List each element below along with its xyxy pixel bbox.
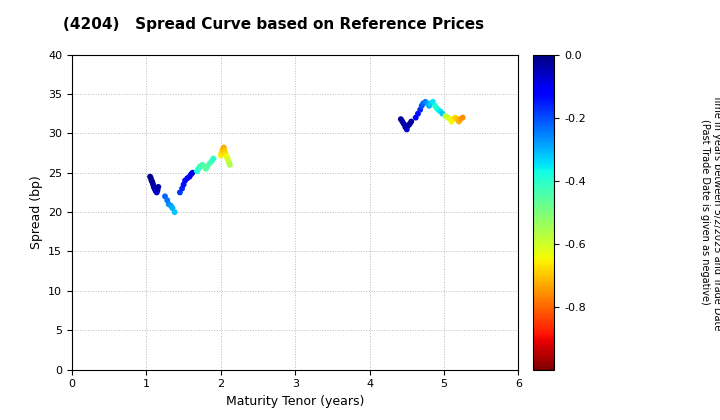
Point	[176, 185, 188, 192]
Point	[216, 150, 228, 156]
Point	[427, 98, 438, 105]
Point	[219, 147, 230, 154]
Point	[416, 102, 428, 109]
Point	[447, 116, 459, 123]
Point	[446, 118, 457, 125]
Point	[149, 185, 161, 192]
Point	[404, 121, 415, 127]
Point	[222, 158, 234, 164]
Point	[454, 116, 466, 123]
Point	[444, 116, 456, 123]
X-axis label: Maturity Tenor (years): Maturity Tenor (years)	[226, 395, 364, 408]
Point	[161, 197, 173, 204]
Point	[153, 184, 164, 190]
Point	[199, 163, 210, 170]
Point	[150, 186, 161, 193]
Point	[220, 150, 231, 156]
Point	[432, 106, 444, 113]
Point	[400, 123, 411, 130]
Point	[206, 158, 217, 164]
Point	[181, 175, 193, 181]
Point	[207, 155, 219, 162]
Point	[425, 100, 436, 107]
Point	[178, 181, 189, 188]
Point	[218, 144, 230, 151]
Point	[200, 165, 212, 172]
Point	[197, 161, 208, 168]
Point	[431, 105, 442, 111]
Point	[412, 110, 423, 117]
Point	[215, 152, 227, 159]
Point	[418, 100, 429, 107]
Point	[395, 116, 407, 123]
Point	[184, 173, 195, 180]
Point	[442, 114, 454, 121]
Point	[449, 114, 461, 121]
Point	[398, 121, 410, 127]
Point	[167, 205, 179, 212]
Point	[174, 189, 186, 196]
Y-axis label: Time in years between 5/2/2025 and Trade Date
(Past Trade Date is given as negat: Time in years between 5/2/2025 and Trade…	[700, 94, 720, 330]
Point	[456, 114, 468, 121]
Point	[402, 122, 414, 129]
Point	[217, 146, 229, 152]
Point	[440, 113, 451, 119]
Point	[415, 106, 426, 113]
Point	[397, 118, 408, 125]
Point	[147, 179, 158, 186]
Point	[222, 155, 233, 162]
Point	[186, 169, 198, 176]
Point	[220, 152, 232, 159]
Point	[453, 118, 464, 125]
Point	[224, 161, 235, 168]
Point	[169, 209, 181, 215]
Point	[148, 181, 159, 188]
Point	[423, 102, 435, 109]
Point	[185, 171, 197, 178]
Text: (4204)   Spread Curve based on Reference Prices: (4204) Spread Curve based on Reference P…	[63, 17, 484, 32]
Point	[410, 114, 421, 121]
Point	[420, 98, 431, 105]
Point	[429, 102, 441, 109]
Point	[405, 118, 417, 125]
Point	[202, 163, 213, 170]
Point	[193, 165, 204, 172]
Point	[422, 100, 433, 107]
Point	[434, 108, 446, 115]
Point	[179, 177, 191, 184]
Point	[150, 188, 162, 195]
Point	[151, 189, 163, 196]
Point	[146, 177, 158, 184]
Point	[194, 163, 206, 170]
Point	[145, 175, 157, 181]
Point	[451, 116, 463, 123]
Y-axis label: Spread (bp): Spread (bp)	[30, 175, 42, 249]
Point	[165, 202, 176, 209]
Point	[204, 160, 215, 167]
Point	[221, 154, 233, 160]
Point	[159, 193, 171, 199]
Point	[192, 168, 203, 175]
Point	[144, 173, 156, 180]
Point	[223, 159, 235, 166]
Point	[401, 126, 413, 133]
Point	[437, 110, 449, 117]
Point	[148, 184, 160, 190]
Point	[163, 201, 174, 207]
Point	[152, 186, 163, 193]
Point	[217, 147, 228, 154]
